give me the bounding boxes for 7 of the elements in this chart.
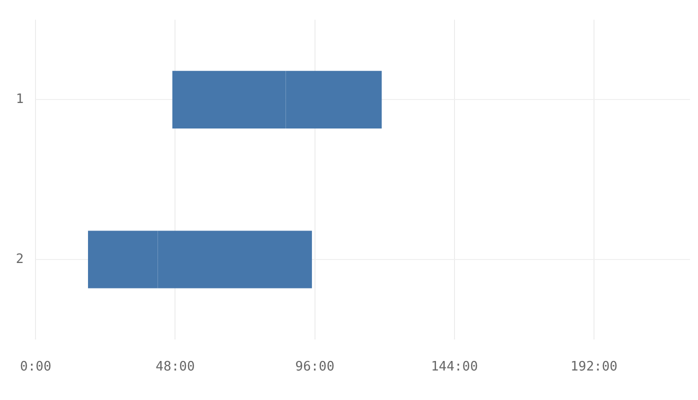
x-tick-label: 144:00 [430,360,478,375]
y-tick-label: 1 [16,92,24,108]
x-tick-label: 96:00 [295,360,334,375]
y-tick-label: 2 [16,252,24,267]
x-tick-label: 0:00 [20,360,52,375]
x-tick-label: 192:00 [570,360,618,375]
x-tick-label: 48:00 [156,360,195,375]
